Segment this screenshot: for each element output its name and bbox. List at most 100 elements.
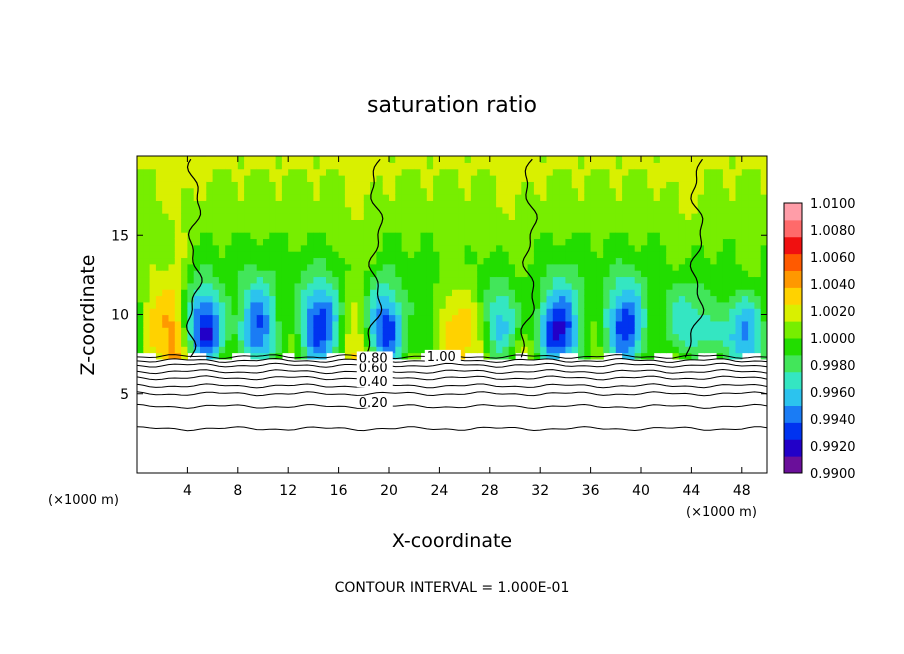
field-cell bbox=[735, 333, 743, 341]
field-cell bbox=[527, 276, 535, 284]
field-cell bbox=[389, 200, 396, 208]
field-cell bbox=[162, 251, 170, 259]
field-cell bbox=[622, 289, 629, 297]
field-cell bbox=[578, 282, 585, 290]
field-cell bbox=[168, 206, 176, 214]
field-cell bbox=[212, 206, 220, 214]
field-cell bbox=[748, 206, 755, 214]
field-cell bbox=[256, 270, 264, 278]
field-cell bbox=[370, 263, 377, 271]
field-cell bbox=[685, 200, 692, 208]
field-cell bbox=[263, 251, 270, 259]
field-cell bbox=[307, 175, 314, 182]
field-cell bbox=[326, 213, 333, 220]
field-cell bbox=[420, 257, 428, 265]
field-cell bbox=[256, 276, 264, 284]
field-cell bbox=[288, 327, 296, 335]
field-cell bbox=[691, 187, 699, 195]
field-cell bbox=[382, 270, 390, 278]
field-cell bbox=[502, 162, 510, 170]
field-cell bbox=[559, 200, 566, 208]
field-cell bbox=[615, 168, 623, 176]
field-cell bbox=[357, 327, 365, 335]
field-cell bbox=[445, 276, 453, 284]
field-cell bbox=[439, 225, 447, 233]
field-cell bbox=[559, 257, 566, 265]
field-cell bbox=[521, 168, 529, 176]
field-cell bbox=[200, 206, 207, 214]
field-cell bbox=[533, 181, 541, 189]
field-cell bbox=[678, 168, 686, 176]
field-cell bbox=[237, 314, 245, 322]
field-cell bbox=[685, 206, 692, 214]
field-cell bbox=[502, 187, 510, 195]
field-cell bbox=[294, 276, 302, 284]
field-cell bbox=[420, 244, 428, 252]
field-cell bbox=[155, 162, 163, 170]
field-cell bbox=[357, 295, 365, 303]
field-cell bbox=[496, 295, 503, 303]
field-cell bbox=[716, 206, 724, 214]
field-cell bbox=[704, 308, 711, 316]
field-cell bbox=[552, 263, 560, 271]
field-cell bbox=[389, 295, 396, 303]
field-cell bbox=[269, 168, 277, 176]
field-cell bbox=[162, 270, 170, 278]
field-cell bbox=[439, 263, 447, 271]
field-cell bbox=[559, 270, 566, 278]
field-cell bbox=[552, 282, 560, 290]
field-cell bbox=[666, 175, 674, 182]
field-cell bbox=[641, 187, 648, 195]
field-cell bbox=[174, 320, 182, 328]
field-cell bbox=[641, 200, 648, 208]
field-cell bbox=[477, 289, 485, 297]
field-cell bbox=[269, 327, 277, 335]
field-cell bbox=[641, 175, 648, 182]
field-cell bbox=[206, 251, 214, 259]
field-cell bbox=[155, 339, 163, 347]
field-cell bbox=[370, 194, 377, 201]
field-cell bbox=[515, 181, 522, 189]
field-cell bbox=[237, 194, 245, 201]
field-cell bbox=[521, 225, 529, 233]
field-cell bbox=[452, 232, 459, 240]
field-cell bbox=[515, 257, 522, 265]
field-cell bbox=[269, 276, 277, 284]
field-cell bbox=[313, 333, 321, 341]
field-cell bbox=[470, 187, 478, 195]
field-cell bbox=[729, 175, 737, 182]
field-cell bbox=[760, 352, 767, 360]
field-cell bbox=[659, 346, 667, 354]
field-cell bbox=[741, 263, 749, 271]
field-cell bbox=[710, 251, 718, 259]
field-cell bbox=[634, 194, 642, 201]
field-cell bbox=[363, 333, 371, 341]
field-cell bbox=[666, 162, 674, 170]
field-cell bbox=[187, 206, 195, 214]
field-cell bbox=[445, 187, 453, 195]
field-cell bbox=[458, 200, 466, 208]
field-cell bbox=[168, 200, 176, 208]
field-cell bbox=[464, 168, 472, 176]
field-cell bbox=[244, 194, 251, 201]
colorbar-swatch bbox=[784, 321, 802, 339]
field-cell bbox=[596, 181, 604, 189]
field-cell bbox=[533, 251, 541, 259]
field-cell bbox=[678, 181, 686, 189]
field-cell bbox=[559, 339, 566, 347]
contour-label-background bbox=[356, 351, 393, 364]
field-cell bbox=[326, 232, 333, 240]
field-cell bbox=[363, 301, 371, 309]
field-cell bbox=[439, 289, 447, 297]
field-cell bbox=[212, 270, 220, 278]
field-cell bbox=[704, 270, 711, 278]
field-cell bbox=[565, 263, 573, 271]
field-cell bbox=[250, 251, 258, 259]
field-cell bbox=[470, 346, 478, 354]
field-cell bbox=[527, 257, 535, 265]
field-cell bbox=[603, 225, 611, 233]
field-cell bbox=[596, 263, 604, 271]
field-cell bbox=[641, 270, 648, 278]
field-cell bbox=[357, 219, 365, 227]
field-cell bbox=[584, 232, 592, 240]
